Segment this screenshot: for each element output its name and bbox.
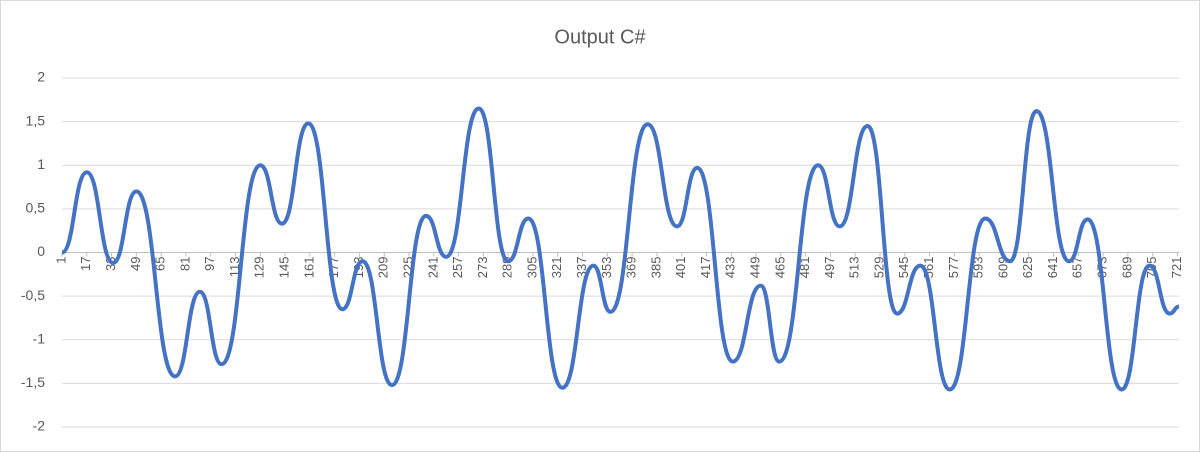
x-tick-label: 337 (574, 257, 589, 279)
y-tick-label: -1 (33, 330, 46, 346)
x-tick-label: 417 (698, 257, 713, 279)
x-tick-label: 625 (1020, 257, 1035, 279)
x-tick-label: 481 (797, 257, 812, 279)
x-tick-label: 209 (376, 257, 391, 279)
x-tick-label: 497 (822, 257, 837, 279)
y-tick-label: -2 (33, 418, 46, 434)
x-tick-label: 353 (599, 257, 614, 279)
x-tick-label: 433 (723, 257, 738, 279)
x-tick-label: 257 (450, 257, 465, 279)
x-tick-label: 577 (946, 257, 961, 279)
x-tick-label: 465 (772, 257, 787, 279)
x-tick-label: 641 (1045, 257, 1060, 279)
x-tick-label: 385 (648, 257, 663, 279)
x-tick-label: 1 (53, 257, 68, 264)
x-tick-label: 321 (549, 257, 564, 279)
x-tick-label: 81 (177, 257, 192, 271)
x-tick-label: 545 (896, 257, 911, 279)
x-tick-label: 65 (153, 257, 168, 271)
x-tick-label: 145 (277, 257, 292, 279)
x-tick-label: 721 (1169, 257, 1184, 279)
x-tick-label: 305 (524, 257, 539, 279)
y-tick-label: -0,5 (21, 287, 45, 303)
x-tick-label: 97 (202, 257, 217, 271)
x-tick-label: 161 (301, 257, 316, 279)
x-tick-label: 241 (425, 257, 440, 279)
x-tick-label: 657 (1070, 257, 1085, 279)
x-tick-label: 273 (475, 257, 490, 279)
y-tick-label: 0,5 (26, 200, 46, 216)
chart-title: Output C# (554, 26, 646, 48)
y-tick-label: 1 (37, 156, 45, 172)
x-tick-label: 113 (227, 257, 242, 278)
y-tick-label: 2 (37, 69, 45, 85)
x-tick-label: 401 (673, 257, 688, 279)
x-tick-label: 689 (1119, 257, 1134, 279)
x-tick-label: 513 (847, 257, 862, 279)
x-tick-label: 449 (747, 257, 762, 279)
y-tick-label: 1,5 (26, 112, 46, 128)
x-tick-label: 529 (871, 257, 886, 279)
y-tick-label: -1,5 (21, 374, 45, 390)
series-line (60, 106, 1180, 392)
x-tick-label: 17 (78, 257, 93, 271)
y-tick-label: 0 (37, 243, 45, 259)
x-tick-label: 49 (128, 257, 143, 271)
x-tick-label: 129 (252, 257, 267, 279)
x-tick-label: 369 (624, 257, 639, 279)
